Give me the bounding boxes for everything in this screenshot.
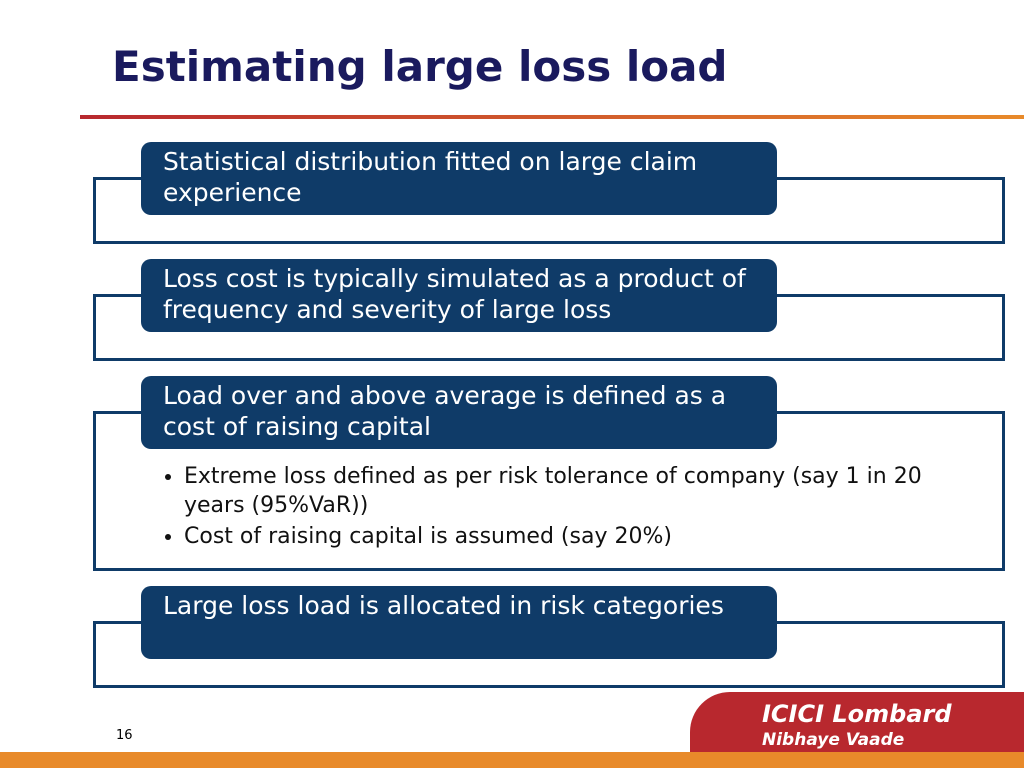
logo-text: ICICI Lombard — [762, 700, 952, 728]
bullet-list: Extreme loss defined as per risk toleran… — [160, 462, 944, 553]
block-heading: Large loss load is allocated in risk cat… — [141, 586, 777, 659]
bottom-bar — [0, 752, 1024, 768]
logo: ICICI Lombard Nibhaye Vaade — [690, 692, 1024, 752]
title-rule — [80, 115, 1024, 119]
title: Estimating large loss load — [112, 42, 728, 91]
block-heading: Loss cost is typically simulated as a pr… — [141, 259, 777, 332]
bullet: Cost of raising capital is assumed (say … — [184, 522, 944, 551]
tagline: Nibhaye Vaade — [762, 730, 905, 750]
page-number: 16 — [116, 728, 133, 743]
block-heading: Load over and above average is defined a… — [141, 376, 777, 449]
bullet: Extreme loss defined as per risk toleran… — [184, 462, 944, 520]
block-heading: Statistical distribution fitted on large… — [141, 142, 777, 215]
